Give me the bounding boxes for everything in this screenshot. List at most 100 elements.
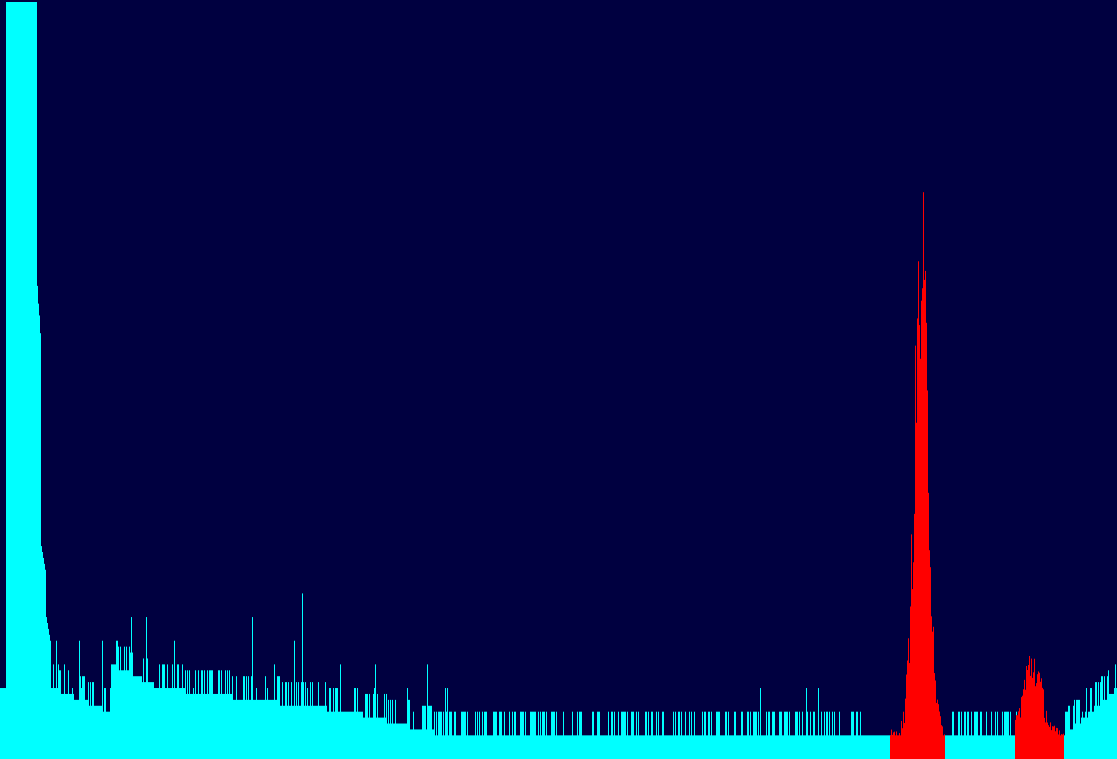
- histogram-bar: [611, 711, 612, 759]
- histogram-bar: [40, 333, 41, 759]
- histogram-bar: [765, 735, 766, 759]
- histogram-bar: [388, 699, 389, 759]
- histogram-bar: [582, 735, 583, 759]
- histogram-bar: [506, 735, 507, 759]
- histogram-bar: [848, 735, 849, 759]
- histogram-bar: [280, 705, 281, 759]
- histogram-bar: [1002, 711, 1003, 759]
- histogram-bar: [670, 735, 671, 759]
- histogram-bar: [11, 2, 12, 759]
- histogram-bar: [924, 279, 925, 759]
- histogram-bar: [47, 622, 48, 759]
- histogram-bar: [292, 705, 293, 759]
- histogram-bar: [562, 735, 563, 759]
- histogram-bar: [532, 711, 533, 759]
- histogram-bar: [1034, 658, 1035, 759]
- histogram-bar: [788, 735, 789, 759]
- histogram-bar: [14, 2, 15, 759]
- histogram-bar: [666, 735, 667, 759]
- histogram-bar: [954, 735, 955, 759]
- histogram-bar: [491, 735, 492, 759]
- histogram-bar: [899, 733, 900, 759]
- histogram-bar: [373, 693, 374, 759]
- histogram-bar: [1099, 705, 1100, 759]
- histogram-bar: [382, 717, 383, 759]
- histogram-bar: [833, 735, 834, 759]
- histogram-bar: [139, 676, 140, 759]
- histogram-bar: [696, 735, 697, 759]
- histogram-bar: [974, 711, 975, 759]
- histogram-bar: [795, 711, 796, 759]
- histogram-bar: [243, 676, 244, 759]
- histogram-bar: [249, 699, 250, 759]
- histogram-bar: [727, 735, 728, 759]
- histogram-bar: [621, 711, 622, 759]
- histogram-bar: [586, 735, 587, 759]
- histogram-bar: [419, 729, 420, 759]
- histogram-bar: [467, 711, 468, 759]
- histogram-bar: [1020, 717, 1021, 759]
- histogram-bar: [490, 735, 491, 759]
- histogram-bar: [976, 711, 977, 759]
- histogram-bar: [156, 688, 157, 759]
- histogram-bar: [699, 735, 700, 759]
- histogram-bar: [951, 735, 952, 759]
- histogram-bar: [755, 711, 756, 759]
- histogram-bar: [1014, 735, 1015, 759]
- histogram-bar: [414, 729, 415, 759]
- histogram-bar: [383, 717, 384, 759]
- histogram-bar: [360, 711, 361, 759]
- histogram-bar: [798, 735, 799, 759]
- histogram-bar: [37, 285, 38, 759]
- histogram-bar: [0, 688, 1, 759]
- histogram-bar: [258, 699, 259, 759]
- histogram-bar: [287, 705, 288, 759]
- histogram-bar: [828, 735, 829, 759]
- histogram-bar: [574, 735, 575, 759]
- histogram-bar: [175, 688, 176, 759]
- histogram-bar: [761, 735, 762, 759]
- histogram-bar: [681, 711, 682, 759]
- histogram-bar: [591, 735, 592, 759]
- histogram-bar: [892, 734, 893, 759]
- histogram-bar: [153, 682, 154, 759]
- histogram-bar: [50, 640, 51, 759]
- histogram-bar: [275, 699, 276, 759]
- histogram-bar: [355, 688, 356, 759]
- histogram-bar: [960, 735, 961, 759]
- histogram-bar: [374, 688, 375, 759]
- histogram-bar: [125, 670, 126, 759]
- histogram-bar: [450, 711, 451, 759]
- histogram-bar: [281, 705, 282, 759]
- histogram-bar: [272, 699, 273, 759]
- histogram-bar: [1062, 734, 1063, 759]
- histogram-bar: [1050, 722, 1051, 759]
- histogram-bar: [768, 711, 769, 759]
- histogram-bar: [541, 735, 542, 759]
- histogram-bar: [1074, 699, 1075, 759]
- histogram-bar: [1027, 670, 1028, 759]
- histogram-bar: [995, 711, 996, 759]
- histogram-bar: [411, 729, 412, 759]
- histogram-bar: [24, 2, 25, 759]
- histogram-bar: [1040, 681, 1041, 759]
- histogram-bar: [1036, 683, 1037, 759]
- histogram-bar: [225, 670, 226, 759]
- histogram-bar: [356, 711, 357, 759]
- histogram-bar: [771, 735, 772, 759]
- histogram-bar: [774, 711, 775, 759]
- histogram-bar: [579, 711, 580, 759]
- histogram-bar: [816, 735, 817, 759]
- histogram-bar: [920, 358, 921, 759]
- histogram-bar: [581, 711, 582, 759]
- histogram-bar: [787, 711, 788, 759]
- histogram-bar: [764, 735, 765, 759]
- histogram-bar: [613, 735, 614, 759]
- histogram-bar: [783, 735, 784, 759]
- histogram-bar: [1075, 723, 1076, 759]
- histogram-bar: [350, 711, 351, 759]
- histogram-bar: [669, 735, 670, 759]
- histogram-bar: [75, 699, 76, 759]
- histogram-bar: [950, 735, 951, 759]
- histogram-bar: [278, 676, 279, 759]
